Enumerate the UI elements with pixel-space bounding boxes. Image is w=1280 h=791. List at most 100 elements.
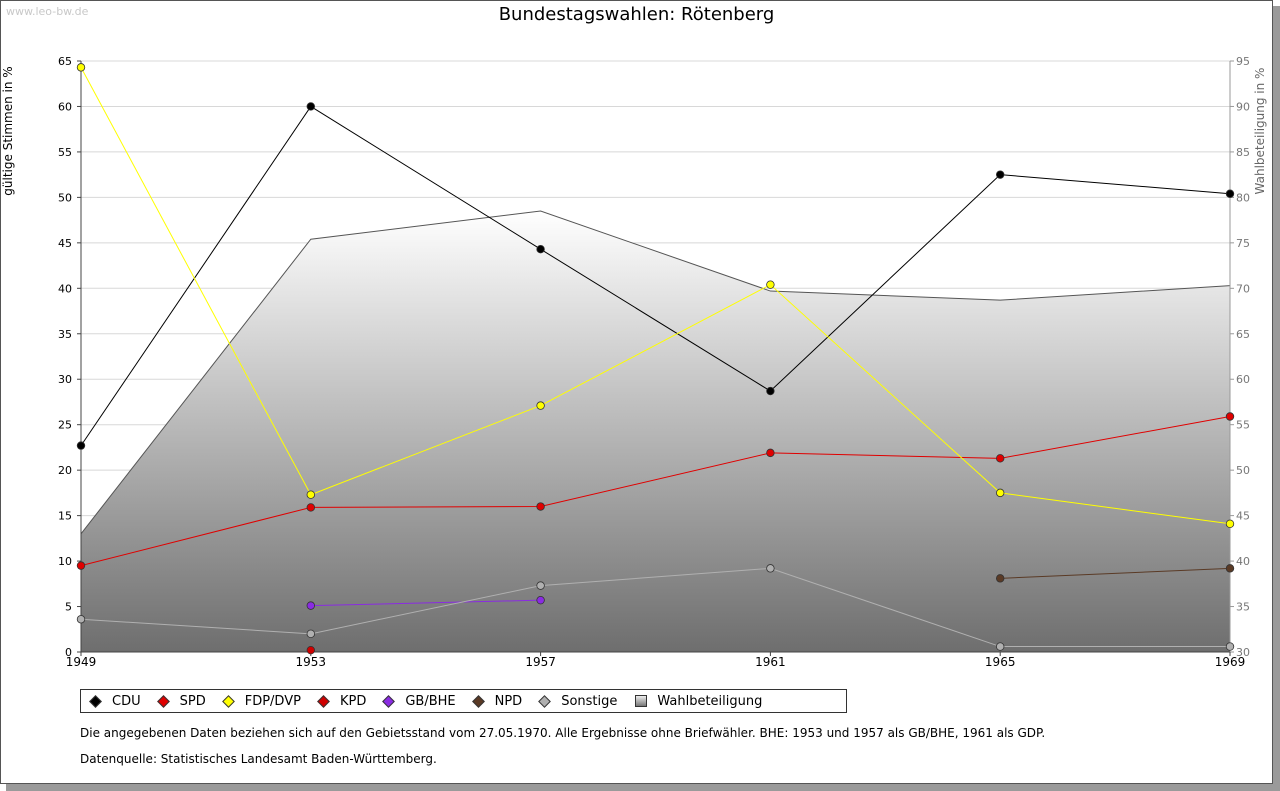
series-line-spd: [80, 416, 1231, 567]
right-tick-label: 85: [1236, 146, 1250, 159]
point-npd: [1225, 564, 1235, 573]
legend-item-npd: NPD: [471, 693, 523, 709]
point-fdp-dvp: [1225, 519, 1235, 528]
legend-label: CDU: [112, 693, 141, 709]
right-tick-label: 90: [1236, 100, 1250, 113]
point-spd: [306, 503, 315, 512]
left-tick-label: 40: [58, 282, 72, 295]
point-fdp-dvp: [766, 280, 775, 289]
frame-shadow-bottom: [6, 784, 1280, 791]
legend-marker: [635, 695, 648, 707]
legend-marker: [317, 694, 330, 708]
left-tick-label: 25: [58, 419, 72, 432]
point-fdp-dvp: [996, 488, 1005, 498]
point-gb-bhe: [536, 595, 545, 605]
point-sonstige: [996, 642, 1005, 651]
left-tick-label: 20: [58, 464, 72, 477]
right-tick-label: 65: [1236, 328, 1250, 341]
left-tick-label: 55: [58, 146, 72, 159]
left-tick-label: 35: [58, 328, 72, 341]
legend-item-kpd: KPD: [317, 693, 367, 709]
right-tick-label: 70: [1236, 282, 1250, 295]
left-tick-label: 60: [58, 100, 72, 113]
left-tick-label: 30: [58, 373, 72, 386]
point-spd: [76, 561, 86, 570]
point-cdu: [76, 441, 86, 450]
x-tick-label: 1965: [985, 655, 1016, 669]
legend-label: NPD: [494, 693, 523, 709]
legend-item-spd: SPD: [156, 693, 206, 709]
watermark: www.leo-bw.de: [6, 5, 89, 18]
point-spd: [1225, 412, 1235, 421]
legend-item-wahlbeteiligung: Wahlbeteiligung: [635, 694, 762, 709]
right-tick-label: 55: [1236, 419, 1250, 432]
right-tick-label: 35: [1236, 601, 1250, 614]
legend-item-gb-bhe: GB/BHE: [382, 693, 456, 709]
legend-marker: [538, 694, 552, 708]
left-axis-label: gültige Stimmen in %: [1, 66, 15, 196]
legend-item-cdu: CDU: [89, 693, 141, 709]
right-tick-label: 40: [1236, 555, 1250, 568]
legend: CDU SPD FDP/DVP KPD GB/BHE NPD Sonstige Wahlbet…: [80, 689, 847, 713]
point-spd: [766, 448, 775, 458]
point-cdu: [306, 102, 315, 111]
turnout-area: [81, 211, 1230, 652]
legend-label: GB/BHE: [405, 693, 456, 709]
note-gebietsstand: Die angegebenen Daten beziehen sich auf …: [80, 726, 1046, 740]
right-tick-label: 75: [1236, 237, 1250, 250]
x-tick-label: 1969: [1215, 655, 1246, 669]
chart-svg: 0 5 10 15 20 25 30 35 40 45 50 55 60 65 30 35 40 45 50 55 60…: [58, 55, 1250, 669]
point-sonstige: [766, 564, 775, 573]
left-tick-label: 15: [58, 510, 72, 523]
legend-label: Wahlbeteiligung: [657, 693, 763, 709]
legend-label: SPD: [179, 693, 206, 709]
point-fdp-dvp: [536, 401, 545, 410]
legend-marker: [156, 694, 170, 708]
right-tick-label: 95: [1236, 55, 1250, 68]
series-line-fdp-dvp: [80, 67, 1231, 525]
x-tick-label: 1957: [525, 655, 556, 669]
note-datenquelle: Datenquelle: Statistisches Landesamt Bad…: [80, 752, 437, 766]
left-tick-label: 0: [65, 646, 72, 659]
legend-marker: [471, 694, 485, 708]
point-npd: [996, 574, 1005, 583]
frame-shadow-right: [1273, 6, 1280, 791]
legend-marker: [89, 694, 102, 708]
left-tick-label: 45: [58, 237, 72, 250]
right-tick-label: 60: [1236, 373, 1250, 386]
legend-label: Sonstige: [561, 693, 618, 709]
left-tick-label: 5: [65, 601, 72, 614]
point-fdp-dvp: [76, 63, 86, 72]
point-spd: [996, 454, 1005, 463]
left-tick-label: 50: [58, 191, 72, 204]
legend-label: FDP/DVP: [244, 693, 301, 709]
left-tick-label: 65: [58, 55, 72, 68]
legend-item-fdp-dvp: FDP/DVP: [221, 693, 301, 709]
series-line-cdu: [80, 105, 1231, 446]
point-gb-bhe: [306, 601, 315, 610]
series-line-gb-bhe: [310, 599, 541, 607]
point-fdp-dvp: [306, 490, 315, 499]
point-sonstige: [1225, 642, 1235, 651]
point-spd: [536, 502, 545, 511]
point-kpd: [306, 645, 315, 655]
right-tick-label: 30: [1236, 646, 1250, 659]
x-tick-label: 1961: [755, 655, 786, 669]
point-cdu: [996, 170, 1005, 179]
legend-marker: [382, 694, 396, 708]
right-axis-label: Wahlbeteiligung in %: [1253, 67, 1267, 195]
series-line-npd: [1000, 567, 1231, 579]
point-cdu: [1225, 189, 1235, 198]
right-tick-label: 45: [1236, 510, 1250, 523]
point-sonstige: [76, 615, 86, 624]
x-tick-label: 1949: [66, 655, 97, 669]
right-tick-label: 50: [1236, 464, 1250, 477]
legend-marker: [221, 694, 235, 708]
point-cdu: [766, 386, 775, 396]
point-sonstige: [536, 581, 545, 590]
legend-label: KPD: [339, 693, 367, 709]
series-line-sonstige: [80, 567, 1230, 648]
chart-title: Bundestagswahlen: Rötenberg: [498, 4, 775, 25]
x-tick-label: 1953: [296, 655, 327, 669]
right-tick-label: 80: [1236, 191, 1250, 204]
